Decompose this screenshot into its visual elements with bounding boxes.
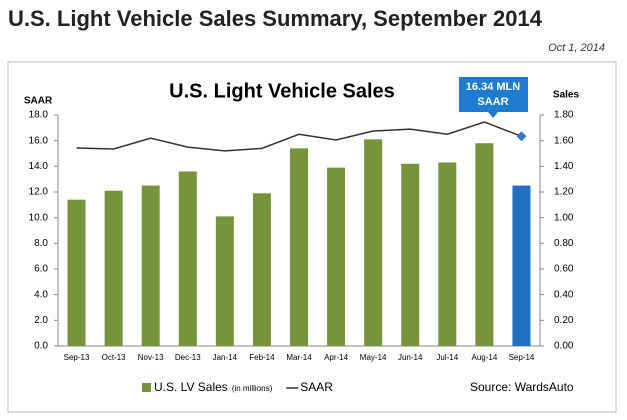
bar xyxy=(327,167,346,346)
bar xyxy=(104,190,123,346)
bar xyxy=(141,185,160,346)
x-tick-label: Jan-14 xyxy=(213,353,238,362)
bar xyxy=(512,185,531,346)
x-tick-label: Aug-14 xyxy=(471,353,497,362)
x-tick-label: Mar-14 xyxy=(286,353,312,362)
y2-tick-label: 1.40 xyxy=(554,161,574,172)
marker xyxy=(516,131,527,142)
y-tick-label: 0.0 xyxy=(34,341,48,352)
x-tick-label: Jul-14 xyxy=(436,353,458,362)
legend-label: U.S. LV Sales xyxy=(154,380,228,394)
bar xyxy=(215,216,234,346)
x-tick-label: Sep-14 xyxy=(509,353,535,362)
x-tick-label: Jun-14 xyxy=(398,353,423,362)
legend-swatch xyxy=(142,383,151,392)
bar xyxy=(178,171,197,346)
annotation-box xyxy=(459,77,528,112)
legend-unit: (in millions) xyxy=(232,384,273,393)
x-tick-label: Sep-13 xyxy=(64,353,90,362)
y2-tick-label: 1.60 xyxy=(554,135,574,146)
bar xyxy=(364,139,383,346)
bar xyxy=(290,148,308,346)
chart-title: U.S. Light Vehicle Sales xyxy=(169,80,395,102)
y-tick-label: 4.0 xyxy=(34,289,48,300)
x-tick-label: Apr-14 xyxy=(324,353,349,362)
y2-tick-label: 0.80 xyxy=(554,238,574,249)
y-tick-label: 8.0 xyxy=(34,238,48,249)
x-tick-label: Nov-13 xyxy=(138,353,164,362)
x-tick-label: Dec-13 xyxy=(175,353,201,362)
y2-tick-label: 0.60 xyxy=(554,264,574,275)
y-tick-label: 10.0 xyxy=(29,212,49,223)
annotation: 16.34 MLN xyxy=(466,81,520,93)
y2-axis-label: Sales xyxy=(553,90,580,101)
bar xyxy=(401,163,420,346)
annotation-pointer xyxy=(488,112,498,118)
y-tick-label: 2.0 xyxy=(34,315,48,326)
y-tick-label: 12.0 xyxy=(29,187,49,198)
y-tick-label: 18.0 xyxy=(29,110,49,121)
y2-tick-label: 0.40 xyxy=(554,289,574,300)
bar xyxy=(252,193,271,346)
x-tick-label: May-14 xyxy=(360,353,387,362)
y2-tick-label: 1.20 xyxy=(554,187,574,198)
source: Source: WardsAuto xyxy=(470,380,574,394)
annotation: SAAR xyxy=(477,96,508,108)
legend-label: SAAR xyxy=(300,380,333,394)
x-tick-label: Oct-13 xyxy=(102,353,127,362)
date: Oct 1, 2014 xyxy=(548,42,605,54)
y-tick-label: 16.0 xyxy=(29,135,49,146)
y-tick-label: 14.0 xyxy=(29,161,49,172)
y2-tick-label: 1.80 xyxy=(554,110,574,121)
y-axis-label: SAAR xyxy=(24,96,53,107)
bar xyxy=(438,162,457,346)
y2-tick-label: 0.20 xyxy=(554,315,574,326)
bar xyxy=(67,199,86,346)
y2-tick-label: 0.00 xyxy=(554,341,574,352)
y-tick-label: 6.0 xyxy=(34,264,48,275)
line xyxy=(76,121,522,152)
page-title: U.S. Light Vehicle Sales Summary, Septem… xyxy=(8,6,542,31)
bar xyxy=(475,143,494,346)
y2-tick-label: 1.00 xyxy=(554,212,574,223)
x-tick-label: Feb-14 xyxy=(249,353,275,362)
